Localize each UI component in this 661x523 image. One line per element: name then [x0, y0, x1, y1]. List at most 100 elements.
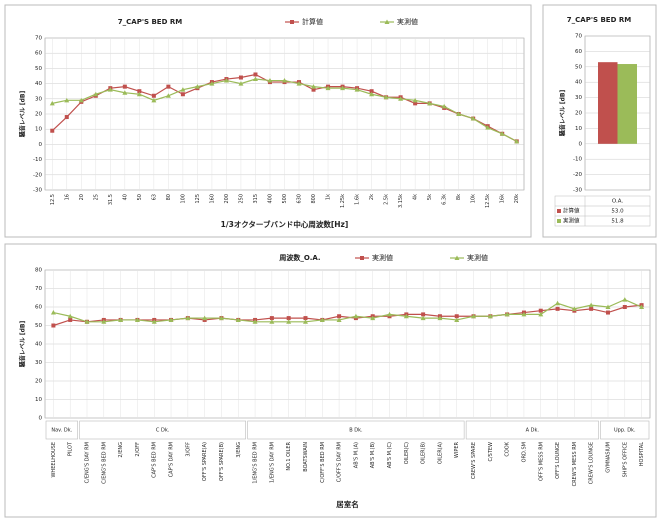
y-tick-label: 20: [35, 112, 42, 118]
x-tick-label: 6.3k: [442, 194, 448, 205]
data-point: [202, 315, 208, 321]
x-tick-label: OILER(C): [404, 442, 410, 464]
x-tick-label: AB'S M.(B): [370, 442, 376, 468]
x-tick-label: 80: [166, 194, 172, 200]
data-point: [151, 93, 156, 98]
y-tick-label: 60: [35, 305, 42, 311]
legend-marker: [557, 209, 561, 213]
bar: [598, 62, 618, 144]
data-point: [165, 93, 171, 98]
data-point: [639, 304, 645, 309]
y-tick-label: 0: [39, 416, 43, 422]
data-point: [194, 84, 200, 89]
y-tick-label: 10: [35, 397, 42, 403]
data-point: [485, 125, 491, 130]
data-point: [302, 319, 308, 324]
y-tick-label: 30: [35, 360, 42, 366]
x-tick-label: C/ENG'S BED RM: [101, 442, 107, 484]
x-tick-label: 10k: [471, 194, 477, 203]
x-tick-label: 16: [64, 194, 70, 200]
data-point: [622, 297, 628, 302]
data-point: [118, 317, 124, 322]
data-point: [421, 312, 426, 317]
x-tick-label: 1.25k: [340, 194, 346, 208]
legend-label: 計算値: [563, 207, 580, 215]
data-point: [78, 97, 84, 103]
data-point: [383, 94, 389, 100]
data-point: [185, 315, 191, 321]
x-tick-label: OILER(A): [437, 442, 443, 464]
x-tick-label: WHEELHOUSE: [51, 442, 57, 478]
data-point: [337, 314, 342, 319]
series-line: [53, 304, 642, 327]
x-tick-label: 5k: [427, 194, 433, 200]
y-tick-label: -20: [573, 172, 582, 178]
x-tick-label: 25: [93, 194, 99, 200]
legend-label: 計算値: [302, 17, 323, 26]
data-point: [454, 317, 460, 322]
data-point: [336, 317, 342, 322]
data-point: [107, 87, 113, 92]
y-tick-label: -30: [33, 188, 42, 194]
legend-label: 実測値: [467, 253, 488, 262]
y-tick-label: 50: [35, 66, 42, 72]
x-tick-label: OILER(B): [421, 442, 427, 464]
data-point: [49, 100, 55, 106]
data-point: [303, 316, 308, 321]
x-tick-label: PILOT: [68, 441, 74, 456]
x-tick-label: COOK: [505, 441, 511, 456]
data-label: 51.8: [611, 219, 624, 225]
data-point: [311, 87, 316, 92]
deck-group: [79, 420, 246, 440]
x-tick-label: 1/ENG'S BED RM: [253, 442, 259, 484]
x-tick-label: 160: [209, 194, 215, 204]
chart-title: 7_CAP'S BED RM: [567, 16, 631, 24]
x-tick-label: 12.5: [50, 194, 56, 205]
data-point: [370, 315, 376, 321]
data-point: [369, 89, 374, 94]
data-point: [223, 78, 229, 83]
data-point: [166, 84, 171, 89]
x-tick-label: 16k: [500, 194, 506, 203]
x-tick-label: C/STEW: [488, 442, 494, 462]
y-tick-label: -30: [573, 188, 582, 194]
data-point: [504, 311, 510, 317]
data-point: [50, 310, 56, 315]
series-line: [53, 298, 642, 323]
x-tick-label: CAP'S DAY RM: [169, 442, 175, 477]
y-tick-label: 0: [39, 142, 43, 148]
x-tick-label: 100: [180, 194, 186, 204]
x-tick-label: 125: [195, 194, 201, 204]
bar: [617, 64, 637, 144]
legend-marker: [454, 255, 460, 260]
table-frame: [554, 195, 651, 227]
y-tick-label: 40: [35, 81, 42, 87]
data-point: [238, 81, 244, 86]
data-point: [412, 97, 418, 103]
x-tick-label: 250: [238, 194, 244, 204]
data-point: [68, 317, 73, 322]
x-tick-label: 2.5k: [384, 194, 390, 205]
x-tick-label: 3.15k: [398, 194, 404, 208]
deck-label: Nav. Dk.: [51, 428, 72, 434]
legend-marker: [557, 219, 561, 223]
data-point: [622, 305, 627, 309]
legend-label: 実測値: [372, 253, 393, 262]
x-axis-label: 居室名: [336, 499, 359, 509]
y-tick-label: -20: [33, 172, 42, 178]
x-tick-label: 2k: [369, 194, 375, 200]
x-tick-label: AB'S M.(A): [353, 442, 359, 468]
x-tick-label: 4k: [413, 194, 419, 200]
data-point: [286, 316, 291, 321]
data-point: [252, 76, 258, 82]
data-point: [218, 315, 224, 321]
deck-group: [465, 420, 599, 440]
data-point: [589, 306, 594, 311]
y-tick-label: 70: [575, 34, 582, 40]
legend-label: 実測値: [563, 217, 580, 225]
data-point: [454, 314, 459, 319]
data-point: [319, 317, 325, 322]
data-point: [571, 306, 577, 311]
data-point: [354, 87, 360, 92]
data-point: [427, 100, 433, 106]
